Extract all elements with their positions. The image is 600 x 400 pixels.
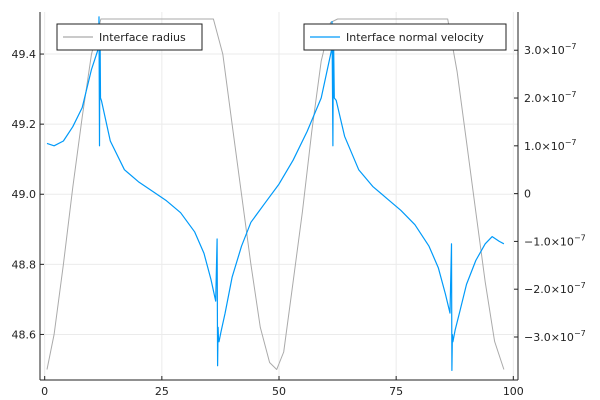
y-left-tick-label: 49.0 bbox=[12, 188, 37, 201]
legend-interface-radius: Interface radius bbox=[56, 23, 203, 51]
legend-interface-normal-velocity: Interface normal velocity bbox=[303, 23, 507, 51]
y-left-tick-label: 48.8 bbox=[12, 258, 37, 271]
x-tick-label: 100 bbox=[503, 385, 524, 398]
x-tick-label: 50 bbox=[272, 385, 286, 398]
y-left-tick-label: 49.2 bbox=[12, 118, 37, 131]
y-right-tick-label: 3.0×10−7 bbox=[524, 42, 577, 57]
y-left-tick-label: 48.6 bbox=[12, 328, 37, 341]
y-left-tick-label: 49.4 bbox=[12, 48, 37, 61]
grid-layer bbox=[40, 12, 518, 380]
legend-label-radius: Interface radius bbox=[99, 31, 186, 44]
series-layer bbox=[46, 16, 505, 371]
x-tick-label: 75 bbox=[389, 385, 403, 398]
x-tick-label: 25 bbox=[155, 385, 169, 398]
y-right-tick-label: −2.0×10−7 bbox=[524, 281, 586, 296]
ticks-layer: 0 25 50 75 100 48.6 48.8 49.0 49.2 49.4 −3.0×10−7 −… bbox=[12, 42, 586, 398]
y-right-tick-label: 0 bbox=[524, 188, 531, 201]
legend-label-velocity: Interface normal velocity bbox=[346, 31, 484, 44]
y-right-tick-label: −3.0×10−7 bbox=[524, 329, 586, 344]
y-right-tick-label: 2.0×10−7 bbox=[524, 90, 577, 105]
x-tick-label: 0 bbox=[41, 385, 48, 398]
y-right-tick-label: −1.0×10−7 bbox=[524, 233, 586, 248]
y-right-tick-label: 1.0×10−7 bbox=[524, 138, 577, 153]
series-line-interface-normal-velocity bbox=[46, 16, 505, 371]
